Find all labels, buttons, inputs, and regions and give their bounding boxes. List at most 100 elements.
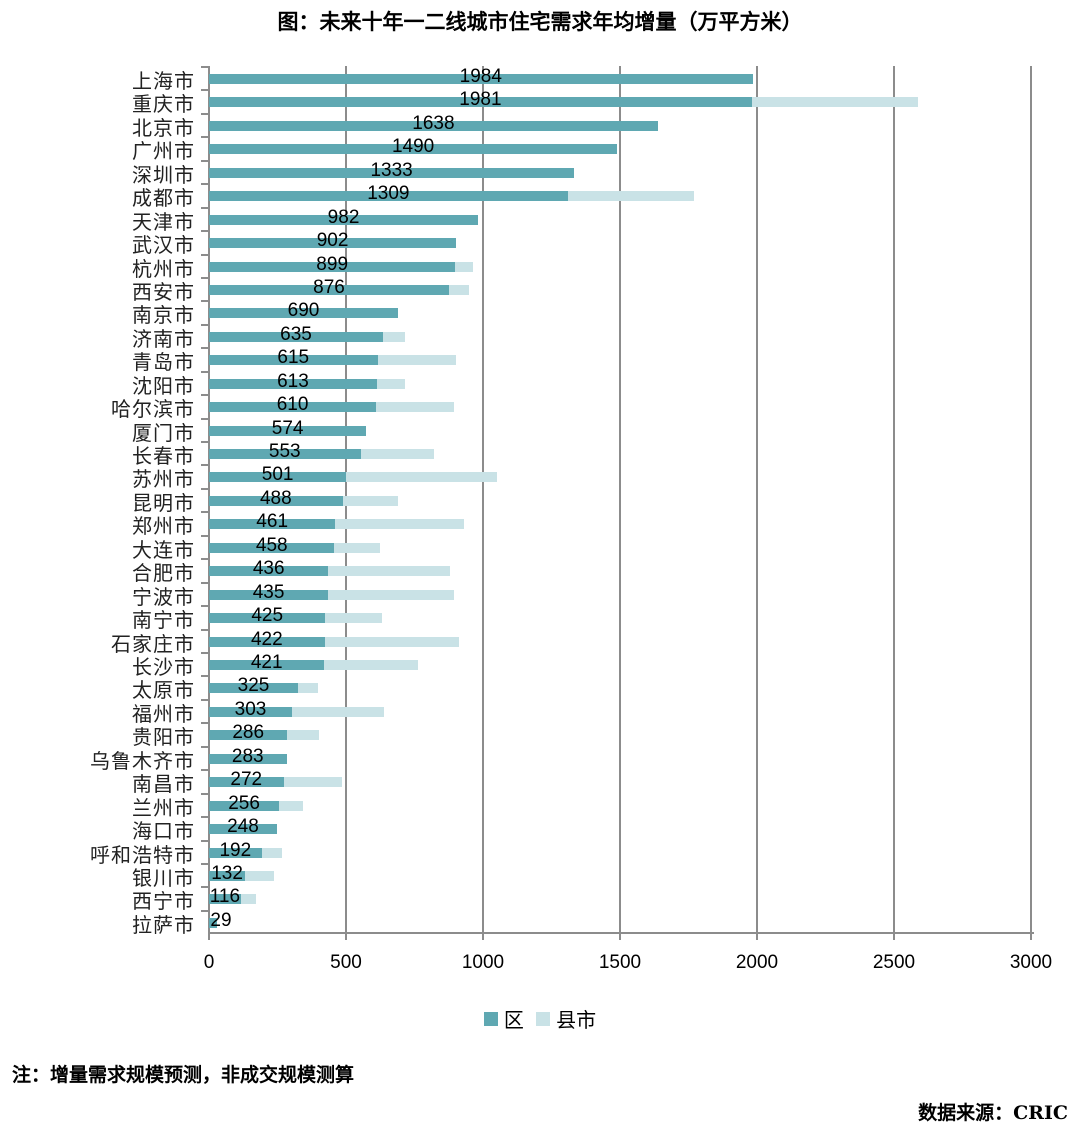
data-label: 248 — [227, 816, 259, 838]
y-tick — [201, 862, 209, 865]
bar-county — [324, 660, 418, 670]
category-label: 西安市 — [132, 279, 195, 304]
category-label: 海口市 — [132, 819, 195, 844]
category-label: 呼和浩特市 — [90, 842, 195, 867]
x-tick-label: 500 — [330, 952, 362, 973]
category-label: 济南市 — [132, 326, 195, 351]
data-label: 899 — [316, 253, 349, 275]
bar-district — [209, 425, 367, 436]
bar-district — [209, 636, 325, 647]
bar-row: 宁波市 435 — [0, 582, 1080, 609]
data-label: 635 — [280, 323, 312, 345]
bar-district — [209, 191, 568, 202]
bar-row: 长沙市 421 — [0, 652, 1080, 679]
x-tick-label: 3000 — [1009, 952, 1053, 973]
gridline — [893, 66, 895, 933]
x-tick — [345, 932, 347, 940]
bar-district — [209, 777, 284, 788]
x-tick-label: 2500 — [872, 952, 916, 973]
x-tick — [756, 932, 758, 940]
data-label: 116 — [209, 886, 241, 908]
data-label: 1333 — [370, 159, 413, 181]
data-source: 数据来源：CRIC — [918, 1102, 1068, 1124]
category-label: 上海市 — [132, 69, 195, 93]
bar-district — [209, 542, 335, 553]
bar-row: 呼和浩特市 192 — [0, 840, 1080, 867]
y-tick — [201, 66, 209, 68]
category-label: 武汉市 — [132, 233, 195, 258]
data-label: 1981 — [459, 89, 502, 111]
bar-row: 西安市 876 — [0, 277, 1080, 304]
gridline — [756, 66, 758, 933]
legend-item-county: 县市 — [536, 1004, 596, 1033]
bar-district — [209, 917, 217, 928]
category-label: 哈尔滨市 — [111, 397, 195, 422]
data-label: 488 — [259, 487, 292, 509]
data-label: 29 — [210, 909, 232, 931]
x-tick-label: 1500 — [598, 952, 642, 973]
bar-district — [209, 120, 658, 131]
category-label: 福州市 — [132, 701, 195, 726]
y-tick — [201, 417, 209, 420]
bar-county — [261, 847, 282, 858]
data-label: 501 — [261, 464, 294, 486]
bar-county — [377, 355, 457, 366]
bar-row: 南昌市 272 — [0, 769, 1080, 796]
bar-row: 海口市 248 — [0, 816, 1080, 843]
bar-county — [449, 284, 470, 295]
bar-district — [209, 144, 618, 155]
y-tick — [201, 136, 209, 139]
bar-district — [209, 495, 343, 506]
bar-row: 昆明市 488 — [0, 487, 1080, 515]
data-label: 902 — [316, 230, 349, 252]
bar-county — [346, 472, 497, 483]
y-tick — [201, 511, 209, 514]
y-tick — [201, 253, 209, 256]
legend-label-county: 县市 — [556, 1008, 597, 1032]
category-label: 拉萨市 — [132, 912, 195, 937]
x-tick — [482, 932, 484, 940]
bar-county — [342, 495, 398, 506]
bar-row: 广州市 1490 — [0, 136, 1080, 163]
footnote: 注：增量需求规模预测，非成交规模测算 — [12, 1064, 355, 1086]
category-label: 大连市 — [132, 537, 195, 562]
data-label: 574 — [271, 417, 304, 439]
bar-district — [209, 566, 329, 577]
y-tick — [201, 769, 209, 772]
bar-district — [209, 449, 361, 460]
y-tick — [201, 909, 209, 912]
bar-chart: 0 500 1000 1500 2000 2500 3000 上海市 1984 重庆市 1981 北京… — [0, 66, 1080, 973]
y-tick — [201, 394, 209, 397]
bar-row: 杭州市 899 — [0, 253, 1080, 281]
legend-item-district: 区 — [483, 1004, 524, 1033]
bar-row: 深圳市 1333 — [0, 159, 1080, 187]
bar-district — [209, 730, 288, 741]
y-tick — [201, 206, 209, 209]
bar-row: 南宁市 425 — [0, 605, 1080, 632]
category-label: 太原市 — [132, 678, 195, 703]
gridline — [482, 66, 484, 933]
bar-county — [376, 402, 455, 413]
bar-row: 重庆市 1981 — [0, 89, 1080, 116]
category-label: 西宁市 — [132, 889, 195, 914]
bar-row: 大连市 458 — [0, 535, 1080, 562]
data-label: 283 — [231, 745, 264, 767]
category-label: 郑州市 — [132, 514, 195, 539]
bar-county — [279, 800, 303, 811]
bar-county — [240, 894, 256, 905]
bar-row: 苏州市 501 — [0, 464, 1080, 491]
data-label: 421 — [250, 652, 283, 673]
y-tick — [201, 370, 209, 373]
category-label: 合肥市 — [132, 561, 195, 586]
bar-county — [324, 636, 460, 647]
gridline — [619, 66, 621, 933]
y-tick — [201, 230, 209, 233]
legend-label-district: 区 — [503, 1008, 524, 1032]
y-tick — [201, 745, 209, 748]
bar-row: 福州市 303 — [0, 699, 1080, 726]
bar-county — [334, 542, 381, 553]
data-label: 436 — [252, 558, 285, 580]
bar-district — [209, 824, 277, 835]
category-label: 厦门市 — [132, 420, 195, 445]
category-label: 长春市 — [132, 444, 195, 469]
